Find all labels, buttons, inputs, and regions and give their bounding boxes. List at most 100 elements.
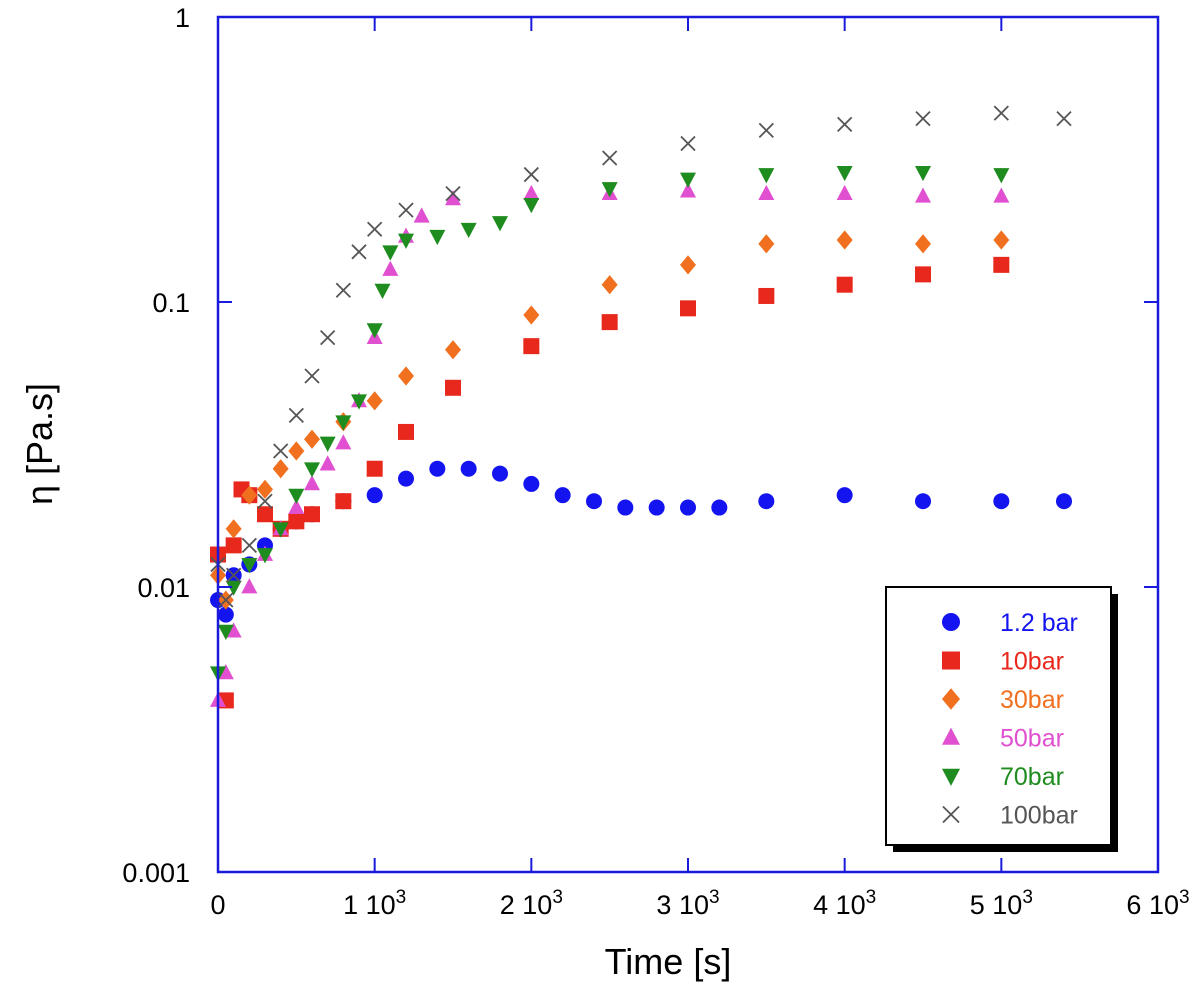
legend-marker [942,613,960,631]
data-point [225,519,242,539]
data-point [445,186,461,202]
data-point [523,166,539,183]
x-tick-label-mantissa: 5 10 [970,890,1023,920]
data-point [225,537,242,554]
data-point [601,182,618,198]
data-point [335,493,352,510]
data-point [445,379,461,396]
x-tick-label-exponent: 3 [866,887,877,908]
data-point [398,423,414,440]
data-point [680,300,696,317]
data-point [288,498,305,514]
legend-items: 1.2 bar 10bar 30bar 50bar 70bar 100bar [942,609,1078,830]
data-point [367,221,383,237]
series-100bar [210,105,1072,608]
legend-marker [942,727,960,745]
data-point [915,110,931,127]
x-tick-label: 5 103 [970,887,1033,920]
x-tick-label-exponent: 3 [1022,887,1033,908]
data-point [335,415,352,431]
legend-label: 1.2 bar [1000,609,1078,637]
data-point [680,255,696,275]
y-tick-label: 0.01 [137,573,190,603]
y-tick-label: 0.1 [152,288,190,318]
data-point [288,407,304,424]
legend-label: 30bar [1000,686,1064,714]
x-tick-label-mantissa: 2 10 [500,890,553,920]
data-point [648,499,665,516]
legend-item: 50bar [942,725,1064,753]
data-point [335,282,351,298]
data-point [680,135,696,152]
data-point [217,606,234,623]
data-point [617,499,634,516]
legend: 1.2 bar 10bar 30bar 50bar 70bar 100bar [885,586,1118,852]
data-point [460,460,477,477]
legend-item: 100bar [942,802,1078,830]
data-point [445,340,461,360]
data-point [272,459,289,479]
data-point [257,506,273,523]
data-point [915,187,931,203]
data-point [758,234,775,254]
data-point [398,366,414,386]
data-point [993,168,1010,184]
series-30bar [210,230,1010,610]
data-point [257,493,273,509]
x-tick-label-mantissa: 4 10 [813,890,866,920]
legend-item: 70bar [942,763,1064,791]
axis-ticks [218,17,1158,872]
data-point [680,499,696,516]
x-tick-label-exponent: 3 [552,887,563,908]
data-point [398,202,414,218]
data-point [993,230,1010,250]
data-point [758,493,775,510]
data-point [226,567,242,583]
legend-label: 10bar [1000,648,1064,676]
legend-label: 100bar [1000,802,1078,830]
x-axis-title: Time [s] [605,941,732,982]
legend-item: 1.2 bar [942,609,1078,637]
data-point [304,429,320,449]
data-point [836,230,853,250]
data-point [335,434,352,450]
legend-marker [942,688,960,710]
data-point [460,222,477,239]
data-point [257,548,273,564]
data-point [272,522,289,538]
y-axis-title: η [Pa.s] [19,383,60,505]
legend-label: 50bar [1000,725,1064,753]
data-point [554,487,571,504]
data-point [586,493,602,510]
data-point [492,465,508,482]
data-point [241,537,257,553]
data-point [218,592,234,608]
x-tick-label: 3 103 [656,887,719,920]
data-point [993,256,1010,273]
x-tick-label: 6 103 [1126,887,1189,920]
data-point [837,116,853,133]
legend-item: 10bar [942,648,1064,676]
x-tick-label-mantissa: 3 10 [656,890,709,920]
data-point [366,460,383,477]
data-point [993,493,1010,510]
data-point [382,260,399,276]
data-point [398,470,414,487]
data-point [758,122,774,139]
x-tick-label-mantissa: 6 10 [1126,890,1179,920]
data-point [374,283,391,300]
data-point [993,187,1010,203]
data-point [273,443,289,459]
legend-marker [942,768,960,786]
data-point [523,338,540,355]
data-point [915,165,931,182]
data-point [217,624,234,640]
data-point [836,487,853,504]
data-point [680,182,696,198]
data-point [288,513,305,530]
data-point [225,622,242,638]
data-point [382,245,399,261]
data-point [836,165,853,182]
x-tick-label-exponent: 3 [1179,887,1190,908]
data-point [915,266,931,283]
